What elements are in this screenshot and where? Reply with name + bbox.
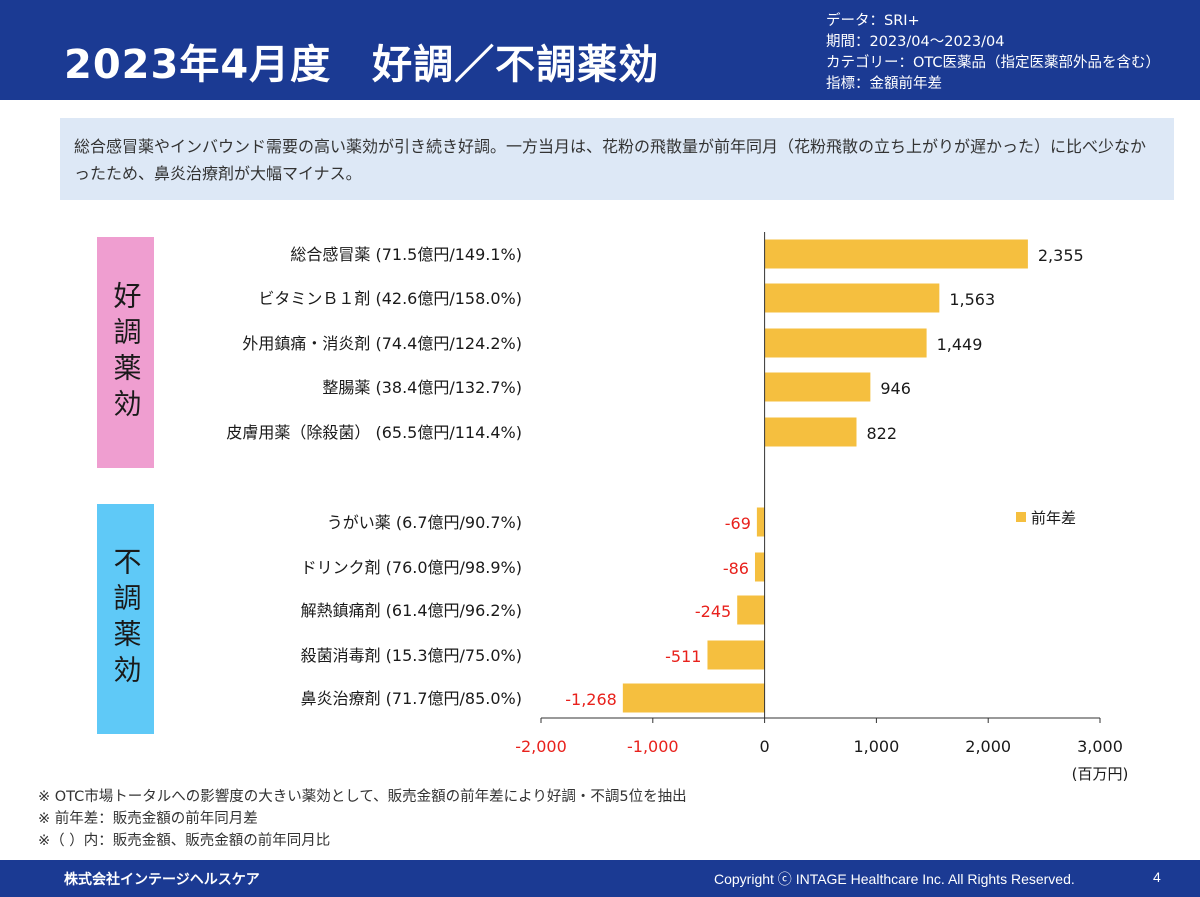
page-title: 2023年4月度 好調／不調薬効 (64, 42, 660, 88)
category-label: 鼻炎治療剤 (71.7億円/85.0%) (301, 689, 522, 708)
data-label: 1,449 (937, 335, 983, 354)
legend-swatch (1016, 512, 1026, 522)
x-axis-unit: (百万円) (1072, 765, 1129, 783)
category-label: うがい薬 (6.7億円/90.7%) (327, 513, 522, 532)
bar (737, 595, 765, 625)
category-label: 解熱鎮痛剤 (61.4億円/96.2%) (301, 601, 522, 620)
x-tick-label: 1,000 (853, 737, 899, 756)
meta-category: カテゴリー：OTC医薬品（指定医薬部外品を含む） (826, 55, 1161, 71)
data-label: -511 (665, 647, 701, 666)
data-source-info: データ：SRI+ 期間：2023/04～2023/04 カテゴリー：OTC医薬品… (826, 11, 1160, 95)
data-label: -86 (723, 559, 749, 578)
x-tick-label: 3,000 (1077, 737, 1123, 756)
company-name: 株式会社インテージヘルスケア (64, 872, 260, 888)
meta-data-source: データ：SRI+ (826, 13, 920, 29)
group-good-text: 好調薬効 (109, 280, 143, 425)
category-label: ドリンク剤 (76.0億円/98.9%) (301, 558, 522, 577)
footnote-3: ※（ ）内：販売金額、販売金額の前年同月比 (38, 833, 331, 849)
x-tick-label: 0 (760, 737, 770, 756)
category-label: ビタミンＢ１剤 (42.6億円/158.0%) (258, 289, 522, 308)
meta-indicator: 指標：金額前年差 (826, 76, 942, 92)
data-label: -1,268 (565, 690, 617, 709)
data-label: -245 (695, 602, 731, 621)
bar (622, 683, 765, 713)
meta-period: 期間：2023/04～2023/04 (826, 34, 1005, 50)
bar (764, 328, 927, 358)
bar (754, 552, 765, 582)
copyright-text: Copyright ⓒ INTAGE Healthcare Inc. All R… (714, 871, 1075, 887)
legend-label: 前年差 (1031, 509, 1076, 527)
footnote-1: ※ OTC市場トータルへの影響度の大きい薬効として、販売金額の前年差により好調・… (38, 789, 687, 805)
data-label: -69 (725, 514, 751, 533)
category-label: 殺菌消毒剤 (15.3億円/75.0%) (301, 646, 522, 665)
bar (764, 372, 871, 402)
category-label: 皮膚用薬（除殺菌） (65.5億円/114.4%) (226, 423, 522, 442)
data-label: 1,563 (949, 290, 995, 309)
summary-box: 総合感冒薬やインバウンド需要の高い薬効が引き続き好調。一方当月は、花粉の飛散量が… (60, 118, 1174, 200)
x-tick-label: 2,000 (965, 737, 1011, 756)
category-label: 総合感冒薬 (71.5億円/149.1%) (290, 245, 522, 264)
bar (764, 239, 1028, 269)
page-number: 4 (1153, 869, 1161, 885)
footer-bar: 株式会社インテージヘルスケア Copyright ⓒ INTAGE Health… (0, 860, 1200, 897)
x-tick-label: -1,000 (627, 737, 679, 756)
group-bad-text: 不調薬効 (109, 547, 143, 691)
footnotes: ※ OTC市場トータルへの影響度の大きい薬効として、販売金額の前年差により好調・… (38, 786, 687, 852)
data-label: 2,355 (1038, 246, 1084, 265)
bar (764, 283, 940, 313)
group-good-label: 好調薬効 (97, 237, 154, 468)
data-label: 946 (880, 379, 911, 398)
bar (756, 507, 765, 537)
x-tick-label: -2,000 (515, 737, 567, 756)
group-bad-label: 不調薬効 (97, 504, 154, 734)
header-bar: 2023年4月度 好調／不調薬効 データ：SRI+ 期間：2023/04～202… (0, 0, 1200, 100)
category-label: 外用鎮痛・消炎剤 (74.4億円/124.2%) (242, 334, 522, 353)
bar (764, 417, 857, 447)
data-label: 822 (866, 424, 897, 443)
footnote-2: ※ 前年差：販売金額の前年同月差 (38, 811, 258, 827)
category-label: 整腸薬 (38.4億円/132.7%) (322, 378, 522, 397)
bar (707, 640, 765, 670)
